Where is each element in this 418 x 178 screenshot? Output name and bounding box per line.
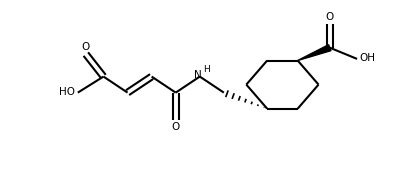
Text: H: H xyxy=(203,65,209,74)
Text: O: O xyxy=(325,12,333,22)
Text: OH: OH xyxy=(359,53,376,63)
Text: N: N xyxy=(194,70,201,80)
Text: O: O xyxy=(171,122,179,132)
Text: HO: HO xyxy=(59,87,75,97)
Text: O: O xyxy=(81,42,89,52)
Polygon shape xyxy=(298,45,331,61)
